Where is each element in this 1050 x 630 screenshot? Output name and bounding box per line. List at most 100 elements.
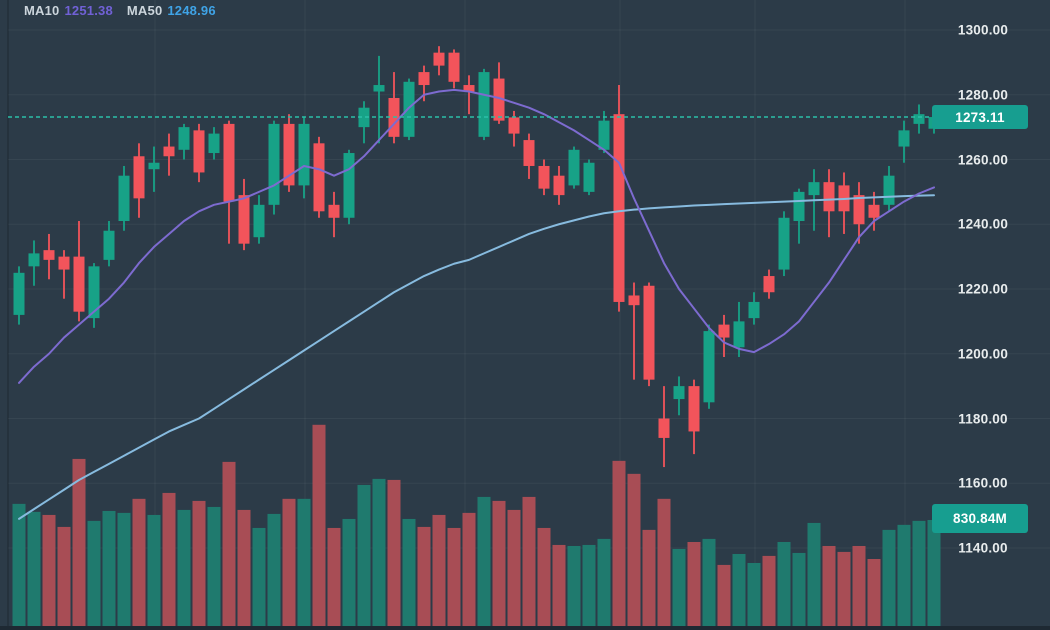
volume-bar[interactable] xyxy=(627,473,641,627)
volume-bar[interactable] xyxy=(222,461,236,627)
candlestick[interactable] xyxy=(553,175,565,196)
candlestick[interactable] xyxy=(478,72,490,137)
candlestick[interactable] xyxy=(703,331,715,403)
candlestick[interactable] xyxy=(658,418,670,438)
candlestick[interactable] xyxy=(58,256,70,270)
candlestick[interactable] xyxy=(853,195,865,225)
candlestick[interactable] xyxy=(568,149,580,186)
candlestick[interactable] xyxy=(418,72,430,86)
volume-bar[interactable] xyxy=(537,527,551,627)
candlestick[interactable] xyxy=(178,127,190,150)
candlestick[interactable] xyxy=(268,123,280,205)
candlestick[interactable] xyxy=(358,107,370,128)
candlestick[interactable] xyxy=(628,295,640,306)
candlestick[interactable] xyxy=(778,217,790,270)
candlestick[interactable] xyxy=(448,52,460,82)
candlestick[interactable] xyxy=(103,230,115,260)
candlestick[interactable] xyxy=(313,143,325,212)
candlestick[interactable] xyxy=(598,120,610,150)
candlestick[interactable] xyxy=(508,117,520,134)
volume-bar[interactable] xyxy=(597,538,611,627)
volume-bar[interactable] xyxy=(447,527,461,627)
volume-bar[interactable] xyxy=(27,511,41,627)
candlestick[interactable] xyxy=(643,285,655,380)
volume-bar[interactable] xyxy=(492,500,506,627)
volume-bar[interactable] xyxy=(582,544,596,627)
volume-bar[interactable] xyxy=(567,545,581,627)
volume-bar[interactable] xyxy=(807,522,821,627)
volume-bar[interactable] xyxy=(327,527,341,627)
volume-bar[interactable] xyxy=(792,552,806,627)
volume-bar[interactable] xyxy=(147,514,161,627)
candlestick[interactable] xyxy=(253,204,265,238)
candlestick[interactable] xyxy=(193,130,205,173)
volume-bar[interactable] xyxy=(747,562,761,627)
volume-bar[interactable] xyxy=(717,564,731,627)
candlestick[interactable] xyxy=(13,272,25,315)
volume-bar[interactable] xyxy=(462,512,476,627)
volume-bar[interactable] xyxy=(72,458,86,627)
candlestick[interactable] xyxy=(238,195,250,244)
candlestick[interactable] xyxy=(133,156,145,199)
volume-bar[interactable] xyxy=(267,513,281,627)
price-axis[interactable]: 1300.00 1280.00 1260.00 1240.00 1220.00 1200.… xyxy=(936,0,1030,630)
volume-bar[interactable] xyxy=(702,538,716,627)
volume-bar[interactable] xyxy=(507,509,521,627)
volume-bar[interactable] xyxy=(927,519,941,627)
candlestick[interactable] xyxy=(343,153,355,218)
candlestick[interactable] xyxy=(148,162,160,170)
volume-bar[interactable] xyxy=(642,529,656,627)
volume-bar[interactable] xyxy=(612,460,626,627)
candlestick[interactable] xyxy=(493,78,505,121)
volume-bar[interactable] xyxy=(12,503,26,627)
volume-bar[interactable] xyxy=(177,509,191,627)
candlestick[interactable] xyxy=(748,301,760,319)
candlestick[interactable] xyxy=(163,146,175,157)
candlestick[interactable] xyxy=(883,175,895,205)
candlestick[interactable] xyxy=(673,386,685,400)
candlestick[interactable] xyxy=(688,386,700,432)
candlestick[interactable] xyxy=(913,114,925,124)
volume-bar[interactable] xyxy=(132,498,146,627)
volume-bar[interactable] xyxy=(57,526,71,627)
candlestick[interactable] xyxy=(328,204,340,218)
volume-bar[interactable] xyxy=(837,551,851,627)
candlestick[interactable] xyxy=(43,250,55,260)
volume-bar[interactable] xyxy=(867,558,881,627)
volume-bar[interactable] xyxy=(732,553,746,627)
candlestick[interactable] xyxy=(283,123,295,186)
candlestick[interactable] xyxy=(73,256,85,312)
volume-bar[interactable] xyxy=(342,518,356,627)
candlestick[interactable] xyxy=(868,204,880,218)
candlestick[interactable] xyxy=(373,85,385,92)
volume-bar[interactable] xyxy=(777,541,791,627)
volume-bar[interactable] xyxy=(762,555,776,627)
volume-bar[interactable] xyxy=(477,496,491,627)
volume-bar[interactable] xyxy=(822,545,836,627)
candlestick[interactable] xyxy=(763,276,775,293)
candlestick[interactable] xyxy=(223,123,235,202)
volume-bar[interactable] xyxy=(687,541,701,627)
volume-bar[interactable] xyxy=(897,524,911,627)
volume-bar[interactable] xyxy=(387,479,401,627)
candlestick[interactable] xyxy=(433,52,445,66)
volume-bar[interactable] xyxy=(192,500,206,627)
candlestick[interactable] xyxy=(88,266,100,319)
volume-bar[interactable] xyxy=(252,527,266,627)
volume-bar[interactable] xyxy=(402,518,416,627)
candlestick[interactable] xyxy=(298,123,310,186)
volume-bar[interactable] xyxy=(672,548,686,627)
volume-bar[interactable] xyxy=(357,484,371,627)
volume-bar[interactable] xyxy=(417,526,431,627)
volume-bar[interactable] xyxy=(297,498,311,627)
volume-bar[interactable] xyxy=(117,512,131,627)
candlestick[interactable] xyxy=(538,165,550,189)
volume-bar[interactable] xyxy=(87,520,101,627)
candlestick[interactable] xyxy=(793,191,805,222)
volume-bar[interactable] xyxy=(657,498,671,627)
volume-bar[interactable] xyxy=(432,514,446,627)
volume-bar[interactable] xyxy=(882,529,896,627)
volume-bar[interactable] xyxy=(207,506,221,627)
candlestick[interactable] xyxy=(733,321,745,348)
